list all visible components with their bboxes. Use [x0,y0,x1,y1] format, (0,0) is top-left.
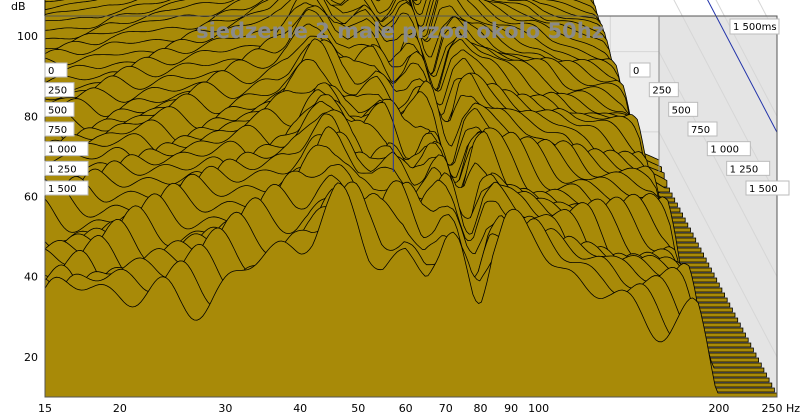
svg-text:1 250: 1 250 [730,164,759,175]
x-tick-label: 20 [113,402,127,415]
time-label-right: 1 500 [745,180,790,196]
waterfall-slices [44,0,778,398]
grid-line-side [715,0,778,117]
time-label-left: 0 [44,62,68,78]
x-tick-label: 60 [399,402,413,415]
svg-text:750: 750 [691,125,710,136]
y-tick-label: 60 [24,190,38,203]
plot-border [44,15,778,398]
svg-text:500: 500 [48,105,67,116]
svg-text:1 500: 1 500 [48,184,77,195]
grid-line-side [658,131,778,358]
cursor-crosshair [392,0,778,172]
svg-text:0: 0 [633,66,639,77]
svg-text:1 250: 1 250 [48,164,77,175]
x-tick-label: 200 [708,402,729,415]
x-tick-label: 100 [528,402,549,415]
x-tick-label: 40 [293,402,307,415]
time-label-left: 750 [44,121,75,137]
time-label-left: 1 500 [44,180,89,196]
time-max-label: 1 500ms [733,22,777,33]
x-tick-label: 50 [351,402,365,415]
time-label-left: 1 250 [44,160,89,176]
time-label-left: 250 [44,82,75,98]
x-tick-label: 90 [504,402,518,415]
svg-text:1 000: 1 000 [710,145,739,156]
y-tick-label: 80 [24,110,38,123]
svg-text:1 000: 1 000 [48,145,77,156]
time-label-right: 250 [648,82,679,98]
y-axis-tick-labels: 20 40 60 80 100 [17,30,38,364]
svg-text:500: 500 [672,105,691,116]
y-tick-label: 100 [17,30,38,43]
x-tick-label: 250 Hz [761,402,800,415]
time-label-left: 500 [44,101,75,117]
y-axis-unit: dB [11,0,26,13]
svg-text:1 500: 1 500 [749,184,778,195]
time-label-right: 500 [668,101,699,117]
svg-text:250: 250 [652,86,671,97]
svg-text:750: 750 [48,125,67,136]
time-label-right: 1 250 [726,160,771,176]
x-axis-tick-labels: 15 20 30 40 50 60 70 80 90 100 200 250 Hz [38,402,800,415]
x-tick-label: 15 [38,402,52,415]
svg-text:0: 0 [48,66,54,77]
x-tick-label: 70 [439,402,453,415]
waterfall-slice [44,182,778,398]
time-max-box: 1 500ms [729,18,780,35]
chart-title: siedzenie 2 male przod okolo 50hz [196,19,604,43]
time-label-right: 750 [687,121,718,137]
time-label-right: 1 000 [706,141,751,157]
x-tick-label: 30 [218,402,232,415]
cursor-depth-line [707,0,778,133]
time-label-right: 0 [629,62,651,78]
y-tick-label: 20 [24,351,38,364]
y-tick-label: 40 [24,271,38,284]
time-label-left: 1 000 [44,141,89,157]
x-tick-label: 80 [474,402,488,415]
svg-text:250: 250 [48,86,67,97]
grid-line-side [673,0,778,197]
